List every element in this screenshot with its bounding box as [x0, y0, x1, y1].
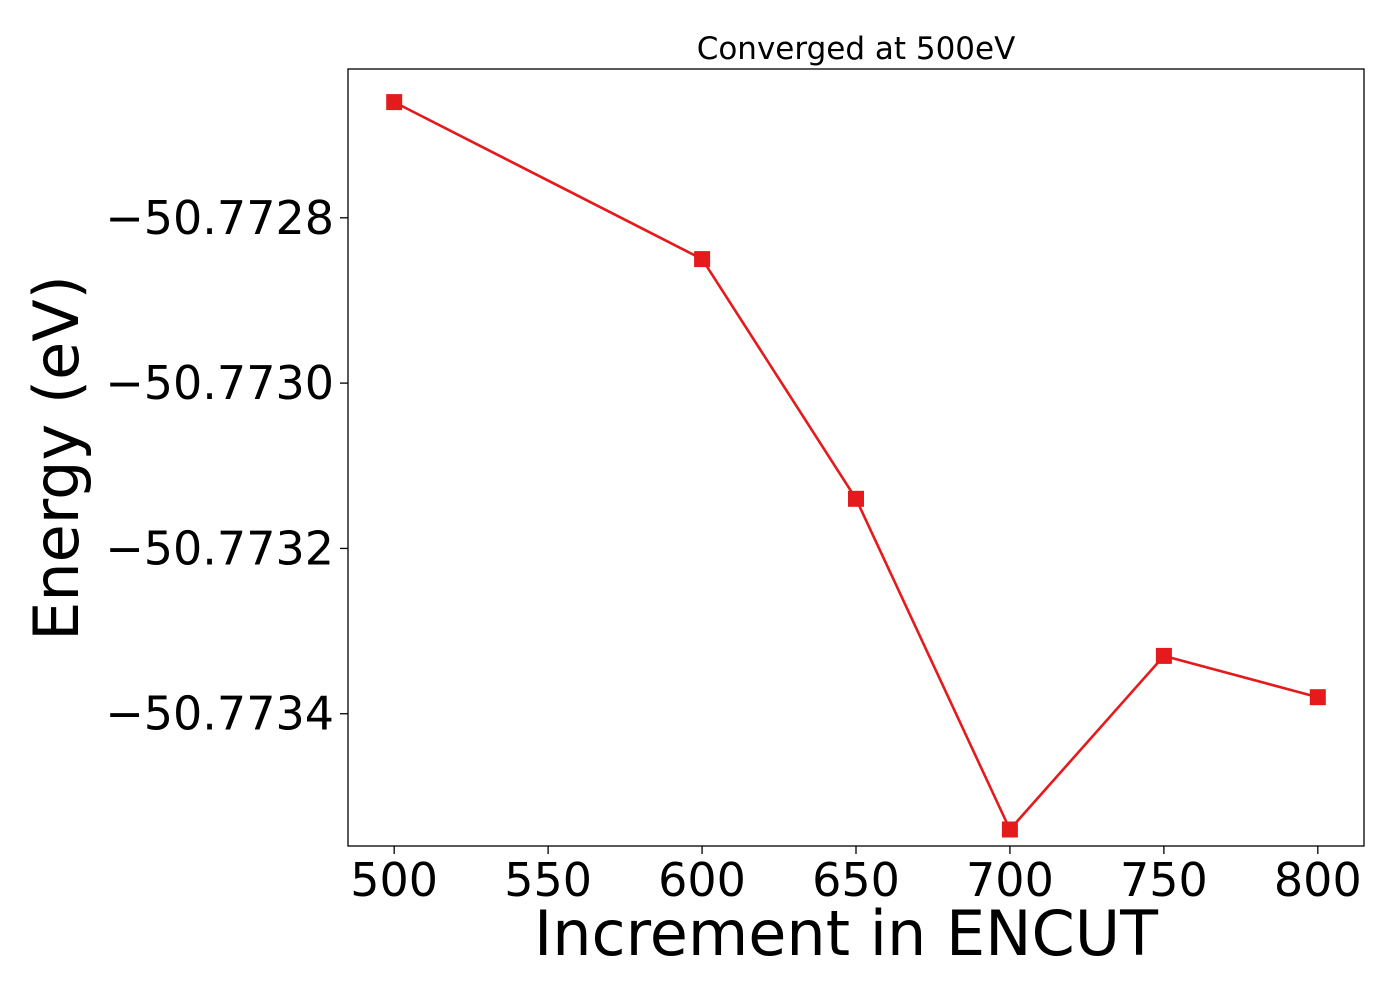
x-tick-label: 650 [812, 853, 900, 907]
x-tick-label: 750 [1120, 853, 1208, 907]
x-tick-label: 800 [1274, 853, 1362, 907]
x-tick-label: 700 [966, 853, 1054, 907]
plot-frame [347, 68, 1365, 847]
data-point-marker [1309, 689, 1326, 706]
x-axis: 500 550 600 650 700 750 800 [350, 846, 1362, 907]
x-axis-label: Increment in ENCUT [534, 897, 1159, 970]
y-axis: −50.7728 −50.7730 −50.7732 −50.7734 [105, 191, 348, 741]
y-axis-label: Energy (eV) [20, 275, 93, 641]
series-line [393, 100, 1319, 831]
x-tick-label: 600 [658, 853, 746, 907]
data-point-marker [848, 490, 864, 507]
data-point-marker [694, 251, 711, 268]
y-tick-label: −50.7728 [105, 191, 334, 245]
data-point-marker [1155, 647, 1172, 664]
y-tick-label: −50.7732 [105, 521, 334, 575]
x-tick-label: 500 [350, 853, 438, 907]
chart-title: Converged at 500eV [697, 31, 1016, 67]
y-tick-label: −50.7730 [105, 356, 334, 410]
data-point-marker [386, 94, 403, 111]
data-point-marker [1001, 821, 1018, 838]
series-layer [386, 94, 1326, 838]
x-tick-label: 550 [504, 853, 592, 907]
y-tick-label: −50.7734 [105, 687, 334, 741]
